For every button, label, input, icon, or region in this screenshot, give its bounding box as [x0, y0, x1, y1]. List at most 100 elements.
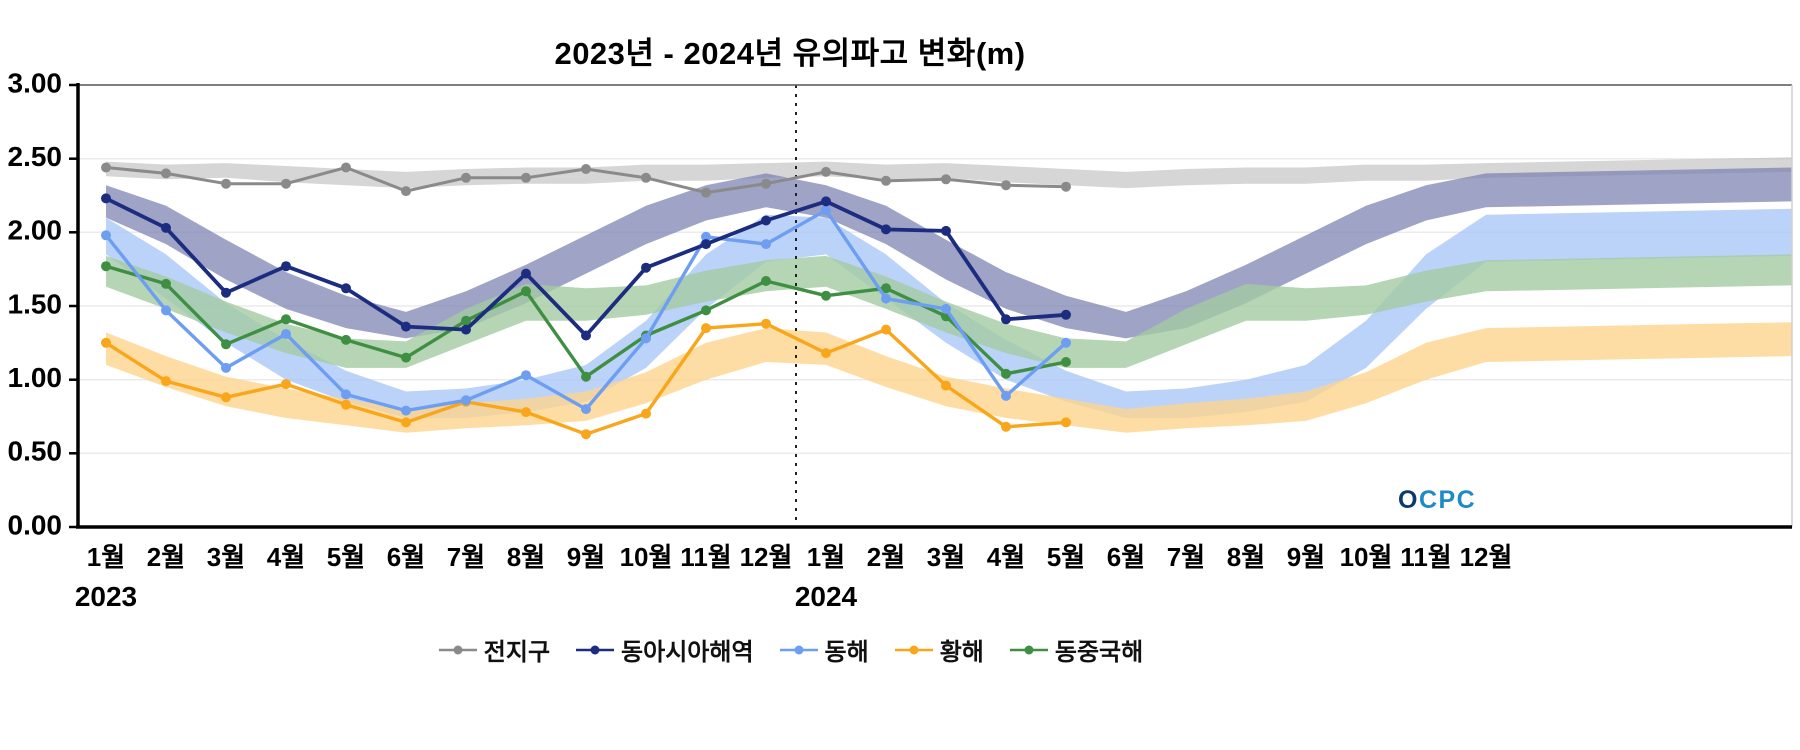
marker-yellow-sea: [161, 376, 171, 387]
legend-item-yellow-sea: 황해: [893, 632, 984, 667]
marker-east-sea: [401, 405, 411, 416]
marker-east-china-sea: [281, 314, 291, 325]
x-tick-label: 10월: [620, 542, 673, 572]
marker-yellow-sea: [641, 408, 651, 419]
marker-yellow-sea: [401, 417, 411, 428]
marker-east-asia: [161, 222, 171, 233]
marker-east-china-sea: [341, 334, 351, 345]
marker-east-sea: [161, 305, 171, 316]
marker-global: [1001, 180, 1011, 191]
legend: 전지구 동아시아해역 동해 황해 동중국해: [0, 632, 1580, 667]
marker-east-china-sea: [161, 278, 171, 289]
marker-east-china-sea: [1001, 368, 1011, 379]
marker-east-china-sea: [761, 276, 771, 286]
marker-east-china-sea: [461, 315, 471, 326]
marker-east-china-sea: [581, 371, 591, 382]
y-tick-label: 2.00: [8, 215, 63, 246]
marker-east-sea: [941, 303, 951, 314]
marker-yellow-sea: [1001, 421, 1011, 432]
x-tick-label: 3월: [927, 542, 965, 572]
marker-east-asia: [1001, 314, 1011, 325]
marker-east-asia: [461, 324, 471, 335]
x-tick-label: 3월: [207, 542, 245, 572]
x-tick-label: 12월: [740, 542, 793, 572]
marker-east-china-sea: [401, 352, 411, 363]
marker-yellow-sea: [521, 407, 531, 418]
marker-global: [401, 186, 411, 197]
marker-yellow-sea: [581, 429, 591, 440]
marker-east-china-sea: [701, 305, 711, 316]
legend-label: 황해: [939, 639, 984, 666]
marker-global: [1061, 181, 1071, 192]
marker-global: [761, 178, 771, 189]
x-tick-label: 1월: [87, 542, 125, 572]
marker-east-sea: [521, 370, 531, 381]
x-tick-label: 7월: [1167, 542, 1205, 572]
marker-east-sea: [641, 333, 651, 344]
marker-east-asia: [581, 330, 591, 341]
legend-marker-icon: [576, 645, 615, 654]
marker-global: [221, 178, 231, 189]
marker-yellow-sea: [821, 348, 831, 359]
marker-global: [461, 172, 471, 183]
marker-global: [341, 162, 351, 173]
x-tick-label: 8월: [507, 542, 545, 572]
marker-global: [641, 172, 651, 183]
x-tick-label: 5월: [327, 542, 365, 572]
marker-east-sea: [101, 230, 111, 241]
legend-item-east-asia: 동아시아해역: [574, 632, 754, 667]
marker-yellow-sea: [881, 324, 891, 335]
legend-item-east-china-sea: 동중국해: [1008, 632, 1143, 667]
marker-east-sea: [221, 362, 231, 373]
marker-global: [821, 166, 831, 177]
marker-east-sea: [881, 293, 891, 304]
x-tick-label: 4월: [267, 542, 305, 572]
marker-east-asia: [701, 239, 711, 250]
marker-east-asia: [641, 262, 651, 273]
x-tick-label: 6월: [1107, 542, 1145, 572]
marker-east-sea: [1001, 390, 1011, 401]
y-tick-label: 3.00: [8, 67, 63, 98]
x-tick-label: 9월: [567, 542, 605, 572]
marker-global: [281, 178, 291, 189]
x-tick-label: 11월: [1400, 542, 1451, 572]
year-label: 2023: [75, 581, 137, 612]
x-tick-label: 1월: [807, 542, 845, 572]
x-tick-label: 8월: [1227, 542, 1265, 572]
wave-height-chart: 0.00 0.50 1.00 1.50 2.00 2.50 3.00 1월 2월 3월 4월 5월 6월…: [8, 67, 1793, 612]
x-tick-label: 12월: [1460, 542, 1513, 572]
y-tick-label: 2.50: [8, 141, 63, 172]
marker-east-sea: [281, 329, 291, 339]
legend-label: 동해: [824, 639, 869, 666]
marker-global: [701, 187, 711, 198]
y-tick-label: 0.00: [8, 509, 63, 540]
x-tick-label: 7월: [447, 542, 485, 572]
marker-east-asia: [821, 196, 831, 207]
x-tick-label: 10월: [1340, 542, 1393, 572]
marker-east-asia: [761, 215, 771, 226]
marker-east-china-sea: [101, 261, 111, 272]
marker-yellow-sea: [1061, 417, 1071, 428]
legend-marker-icon: [894, 645, 933, 654]
chart-title: 2023년 - 2024년 유의파고 변화(m): [554, 36, 1026, 71]
marker-east-china-sea: [881, 283, 891, 294]
y-tick-label: 1.50: [8, 288, 63, 319]
marker-global: [521, 172, 531, 183]
marker-global: [581, 164, 591, 174]
legend-label: 전지구: [483, 639, 551, 666]
band-yellow-sea: [106, 322, 1792, 433]
marker-east-asia: [401, 321, 411, 332]
legend-label: 동아시아해역: [621, 639, 754, 666]
marker-yellow-sea: [341, 399, 351, 410]
marker-yellow-sea: [701, 323, 711, 334]
legend-marker-icon: [1009, 645, 1048, 654]
marker-east-asia: [341, 283, 351, 294]
x-tick-label: 9월: [1287, 542, 1325, 572]
marker-east-asia: [101, 193, 111, 204]
y-tick-label: 0.50: [8, 436, 63, 467]
marker-global: [161, 168, 171, 179]
marker-east-china-sea: [821, 290, 831, 301]
marker-east-asia: [941, 225, 951, 236]
marker-east-sea: [821, 205, 831, 216]
x-tick-label: 2월: [147, 542, 185, 572]
